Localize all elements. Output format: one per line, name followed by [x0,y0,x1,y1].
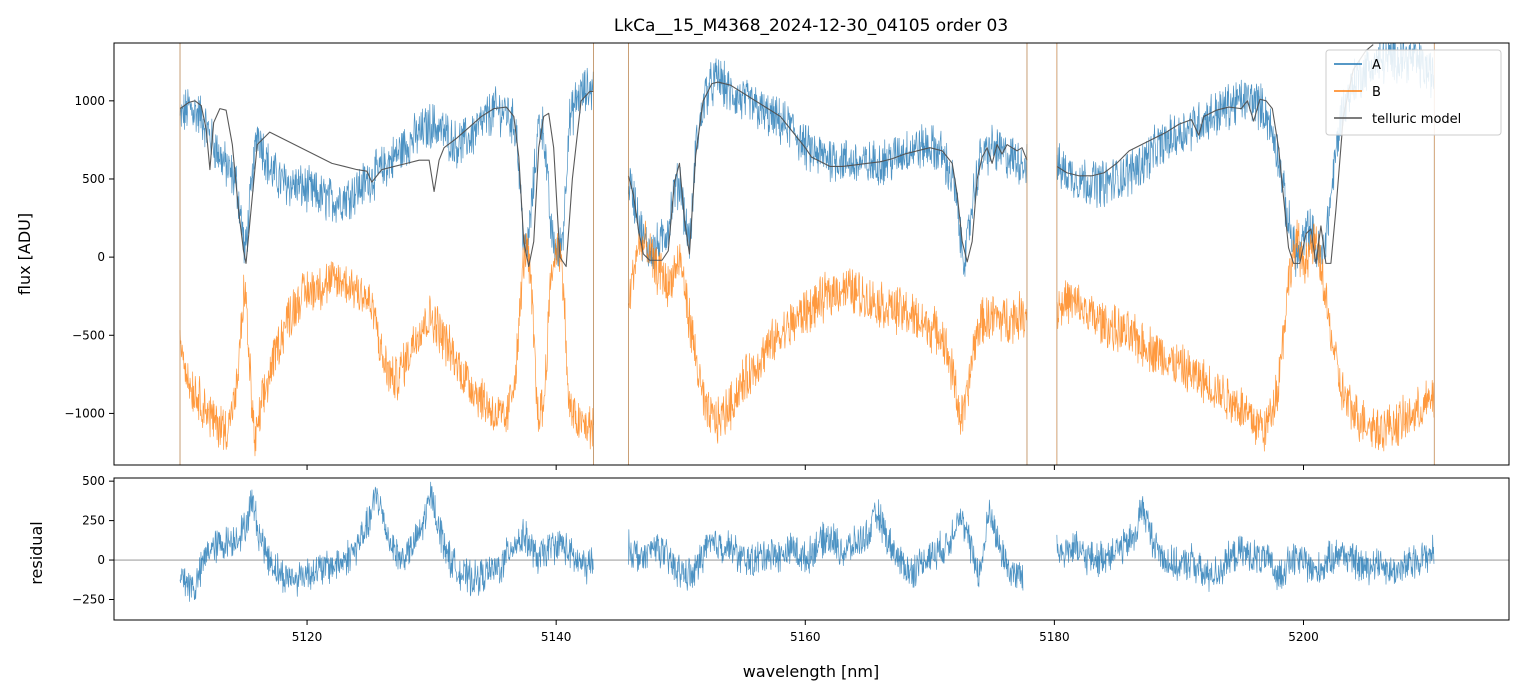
legend-label-telluric-model: telluric model [1372,112,1461,127]
residual-series-segment-1 [179,481,594,602]
series-telluric-model-segment-1 [179,90,594,268]
flux-x-axis [306,465,1304,470]
x-tick-label: 5200 [1288,630,1319,644]
residual-y-tick-label: 500 [82,474,105,488]
x-tick-label: 5140 [541,630,572,644]
residual-series-segment-2 [628,499,1024,591]
flux-y-tick-label: −1000 [64,406,105,420]
series-telluric-model-segment-3 [1056,44,1374,264]
residual-plot-frame [113,477,1510,621]
residual-y-axis: −250 0 250 500 [72,474,114,606]
residual-y-tick-label: −250 [72,592,105,606]
x-tick-label: 5120 [292,630,323,644]
residual-y-tick-label: 0 [97,553,105,567]
legend: A B telluric model [1325,49,1502,136]
legend-label-b: B [1372,85,1381,100]
x-axis-label: wavelength [nm] [743,662,880,681]
x-tick-label: 5160 [790,630,821,644]
flux-y-axis: −1000 −500 0 500 1000 [64,94,114,420]
x-tick-label: 5180 [1039,630,1070,644]
legend-box [1325,49,1502,136]
series-b-segment-1 [179,232,594,457]
residual-series-segment-3 [1056,496,1435,592]
flux-y-tick-label: 1000 [74,94,105,108]
flux-y-tick-label: 0 [97,250,105,264]
series-telluric-model-segment-2 [627,81,1028,263]
residual-x-axis: 5120 5140 5160 5180 5200 [292,620,1319,644]
residual-y-tick-label: 250 [82,514,105,528]
flux-plot-frame [113,42,1510,466]
flux-y-axis-label: flux [ADU] [15,213,34,295]
flux-y-tick-label: 500 [82,172,105,186]
series-b-segment-3 [1056,219,1435,452]
residual-panel: −250 0 250 500 5120 5140 5160 5180 5200 residua… [27,474,1510,681]
chart-title: LkCa__15_M4368_2024-12-30_04105 order 03 [614,16,1008,36]
residual-series-layer [179,481,1435,602]
flux-panel: −1000 −500 0 500 1000 flux [ADU] A B telluri… [15,42,1510,470]
flux-series-layer [179,43,1435,465]
series-b-segment-2 [628,220,1028,444]
flux-y-tick-label: −500 [72,328,105,342]
legend-label-a: A [1372,58,1381,73]
residual-y-axis-label: residual [27,521,46,584]
